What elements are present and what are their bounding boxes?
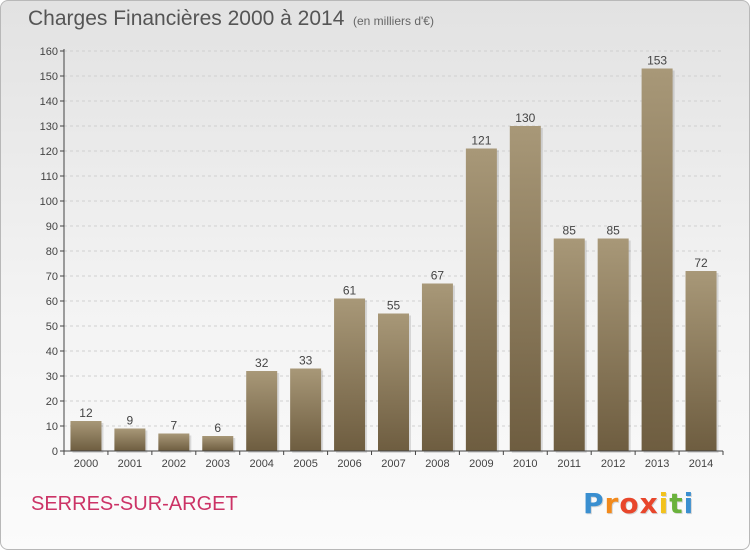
commune-name: SERRES-SUR-ARGET <box>31 493 238 515</box>
y-tick-label: 100 <box>40 196 58 208</box>
x-tick-label: 2008 <box>425 458 449 470</box>
y-tick-label: 150 <box>40 71 58 83</box>
proxiti-logo: Proxiti <box>583 487 694 520</box>
x-tick-label: 2011 <box>557 458 581 470</box>
bar-value-label: 153 <box>647 54 667 68</box>
bar <box>685 271 717 451</box>
logo-letter: i <box>683 487 695 520</box>
logo-letter: r <box>604 487 620 520</box>
bar <box>334 298 366 451</box>
x-tick-label: 2003 <box>206 458 230 470</box>
bar-value-label: 61 <box>343 284 357 298</box>
y-tick-label: 50 <box>46 321 58 333</box>
x-tick-label: 2002 <box>162 458 186 470</box>
logo-letter: t <box>669 487 684 520</box>
y-tick-label: 130 <box>40 121 58 133</box>
bar-value-label: 12 <box>79 406 93 420</box>
bar-value-label: 121 <box>471 134 491 148</box>
x-tick-label: 2009 <box>469 458 493 470</box>
x-tick-label: 2006 <box>337 458 361 470</box>
y-tick-label: 80 <box>46 246 58 258</box>
bar-value-label: 32 <box>255 356 269 370</box>
bar <box>70 421 102 451</box>
x-tick-label: 2014 <box>689 458 713 470</box>
x-tick-label: 2013 <box>645 458 669 470</box>
bar <box>158 433 190 451</box>
y-tick-label: 0 <box>52 446 58 458</box>
logo-letter: P <box>583 487 605 520</box>
bar <box>465 148 497 451</box>
bar <box>509 126 541 451</box>
bar <box>378 313 409 451</box>
bar <box>597 238 629 451</box>
x-tick-label: 2010 <box>513 458 537 470</box>
y-tick-label: 160 <box>40 46 58 58</box>
bar-value-label: 85 <box>563 224 577 238</box>
y-tick-label: 20 <box>46 396 58 408</box>
y-tick-label: 60 <box>46 296 58 308</box>
logo-letter: x <box>639 487 659 520</box>
bar-value-label: 67 <box>431 269 445 283</box>
bar <box>553 238 585 451</box>
x-tick-label: 2004 <box>249 458 273 470</box>
y-tick-label: 110 <box>40 171 58 183</box>
y-tick-label: 140 <box>40 96 58 108</box>
y-tick-label: 70 <box>46 271 58 283</box>
y-tick-label: 30 <box>46 371 58 383</box>
axes: 0 10 20 30 40 50 60 70 80 90 100 110 120 130 140 150 160… <box>40 46 724 470</box>
y-tick-label: 40 <box>46 346 58 358</box>
logo-letter: i <box>658 487 670 520</box>
y-tick-label: 10 <box>46 421 58 433</box>
bar-value-label: 7 <box>170 419 177 433</box>
bar <box>246 371 278 451</box>
bar-value-label: 72 <box>694 256 708 270</box>
x-tick-label: 2005 <box>293 458 317 470</box>
bar-value-label: 6 <box>214 421 221 435</box>
chart-title: Charges Financières 2000 à 2014 <box>28 7 345 30</box>
bar-value-label: 55 <box>387 299 401 313</box>
x-tick-label: 2000 <box>74 458 98 470</box>
bar <box>641 68 673 451</box>
grid-lines <box>64 50 723 427</box>
bar-value-label: 130 <box>515 111 535 125</box>
y-tick-label: 120 <box>40 146 58 158</box>
bar <box>114 428 146 451</box>
bar <box>202 436 234 451</box>
bar-value-label: 33 <box>299 354 313 368</box>
bar <box>290 368 322 451</box>
bar-value-label: 9 <box>127 414 134 428</box>
y-tick-label: 90 <box>46 221 58 233</box>
x-tick-label: 2012 <box>601 458 625 470</box>
bars: 12 9 7 6 32 33 61 55 67 121 130 85 85 153 72 <box>70 54 719 453</box>
bar-value-label: 85 <box>606 224 620 238</box>
chart-subtitle: (en milliers d'€) <box>353 14 434 28</box>
bar <box>421 283 453 451</box>
x-tick-label: 2007 <box>381 458 405 470</box>
x-tick-label: 2001 <box>118 458 142 470</box>
logo-letter: o <box>619 487 640 520</box>
